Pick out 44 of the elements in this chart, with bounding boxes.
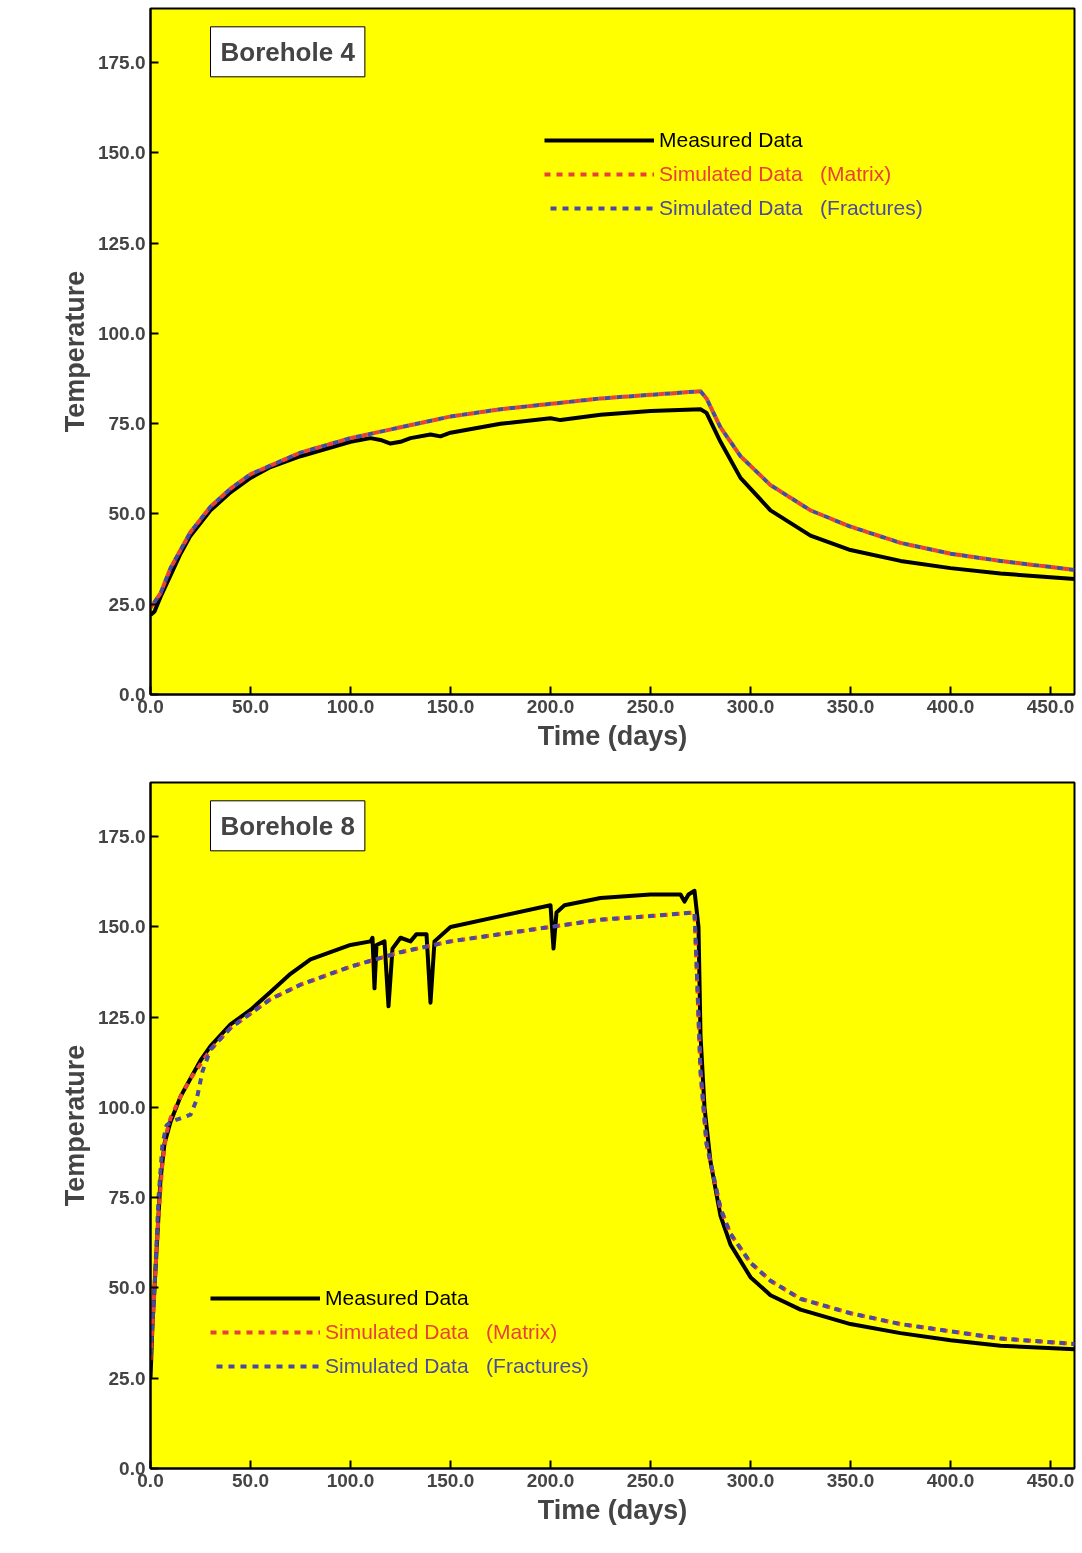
text: Measured Data (325, 1286, 470, 1310)
y-tick-label: 75.0 (108, 413, 146, 435)
y-tick-label: 125.0 (97, 232, 146, 254)
x-tick-label: 350.0 (826, 695, 875, 717)
text: Measured Data (659, 128, 804, 152)
y-tick-label: 25.0 (108, 1367, 146, 1389)
x-tick-label: 400.0 (926, 695, 975, 717)
x-tick-label: 150.0 (426, 695, 475, 717)
text: Simulated Data (Matrix) (325, 1320, 559, 1344)
x-tick-label: 300.0 (726, 1469, 775, 1491)
x-tick-label: 100.0 (326, 695, 375, 717)
text: Simulated Data (Matrix) (659, 162, 893, 186)
y-tick-label: 50.0 (108, 503, 146, 525)
text: Borehole 4 (220, 36, 356, 67)
y-tick-label: 100.0 (97, 322, 146, 344)
text: Borehole 8 (220, 810, 355, 841)
x-tick-label: 450.0 (1026, 695, 1075, 717)
x-axis-title: Time (days) (537, 720, 688, 751)
y-tick-label: 175.0 (97, 52, 146, 74)
y-tick-label: 50.0 (108, 1277, 146, 1299)
x-tick-label: 150.0 (426, 1469, 475, 1491)
text: Simulated Data (Fractures) (325, 1354, 590, 1378)
x-tick-label: 350.0 (826, 1469, 875, 1491)
x-tick-label: 450.0 (1026, 1469, 1075, 1491)
y-tick-label: 100.0 (97, 1096, 146, 1118)
y-axis-title: Temperature (59, 270, 90, 433)
x-tick-label: 300.0 (726, 695, 775, 717)
y-tick-label: 150.0 (97, 916, 146, 938)
x-tick-label: 100.0 (326, 1469, 375, 1491)
y-tick-label: 75.0 (108, 1187, 146, 1209)
x-tick-label: 250.0 (626, 695, 675, 717)
x-tick-label: 200.0 (526, 1469, 575, 1491)
x-tick-label: 50.0 (232, 695, 269, 717)
text: Simulated Data (Fractures) (659, 196, 924, 220)
y-tick-label: 25.0 (108, 593, 146, 615)
y-axis-title: Temperature (59, 1044, 90, 1207)
x-axis-title: Time (days) (537, 1494, 688, 1525)
y-tick-label: 150.0 (97, 142, 146, 164)
y-tick-label: 175.0 (97, 826, 146, 848)
x-tick-label: 200.0 (526, 695, 575, 717)
x-tick-label: 50.0 (232, 1469, 269, 1491)
x-tick-label: 250.0 (626, 1469, 675, 1491)
y-tick-label: 125.0 (97, 1006, 146, 1028)
x-tick-label: 400.0 (926, 1469, 975, 1491)
